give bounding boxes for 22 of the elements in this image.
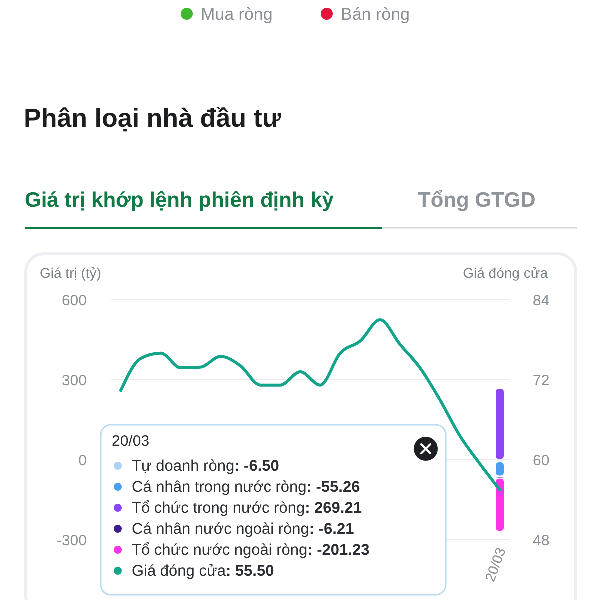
annotation: : -6.21: [309, 521, 355, 538]
chart-subtitle: Giá trị khớp lệnh phiên định kỳ: [25, 189, 334, 212]
chart-title: Phân loại nhà đầu tư: [24, 103, 282, 133]
y-axis-title: Giá trị (tỷ): [40, 265, 102, 281]
annotation: : -55.26: [306, 479, 361, 496]
text: Mua ròng: [201, 5, 273, 24]
y2-tick-label: 72: [533, 372, 550, 390]
y-tick-label: 300: [62, 372, 87, 390]
text: Bán ròng: [341, 5, 410, 24]
y-tick-label: -300: [56, 532, 87, 550]
text: : -201.23: [308, 542, 370, 559]
y2-tick-label: 48: [533, 532, 550, 550]
y2-tick-label: 60: [533, 452, 550, 470]
annotation: : -6.50: [234, 458, 280, 475]
annotation: : 269.21: [305, 500, 362, 517]
y2-axis-title: Giá đóng cửa: [463, 265, 548, 281]
y2-tick-label: 84: [533, 292, 550, 310]
category-label: 20/03: [112, 433, 150, 450]
y-tick-label: 0: [78, 452, 87, 470]
y-tick-label: 600: [62, 292, 87, 310]
text: : 55.50: [226, 563, 274, 580]
text: Tổng GTGD: [418, 189, 536, 212]
